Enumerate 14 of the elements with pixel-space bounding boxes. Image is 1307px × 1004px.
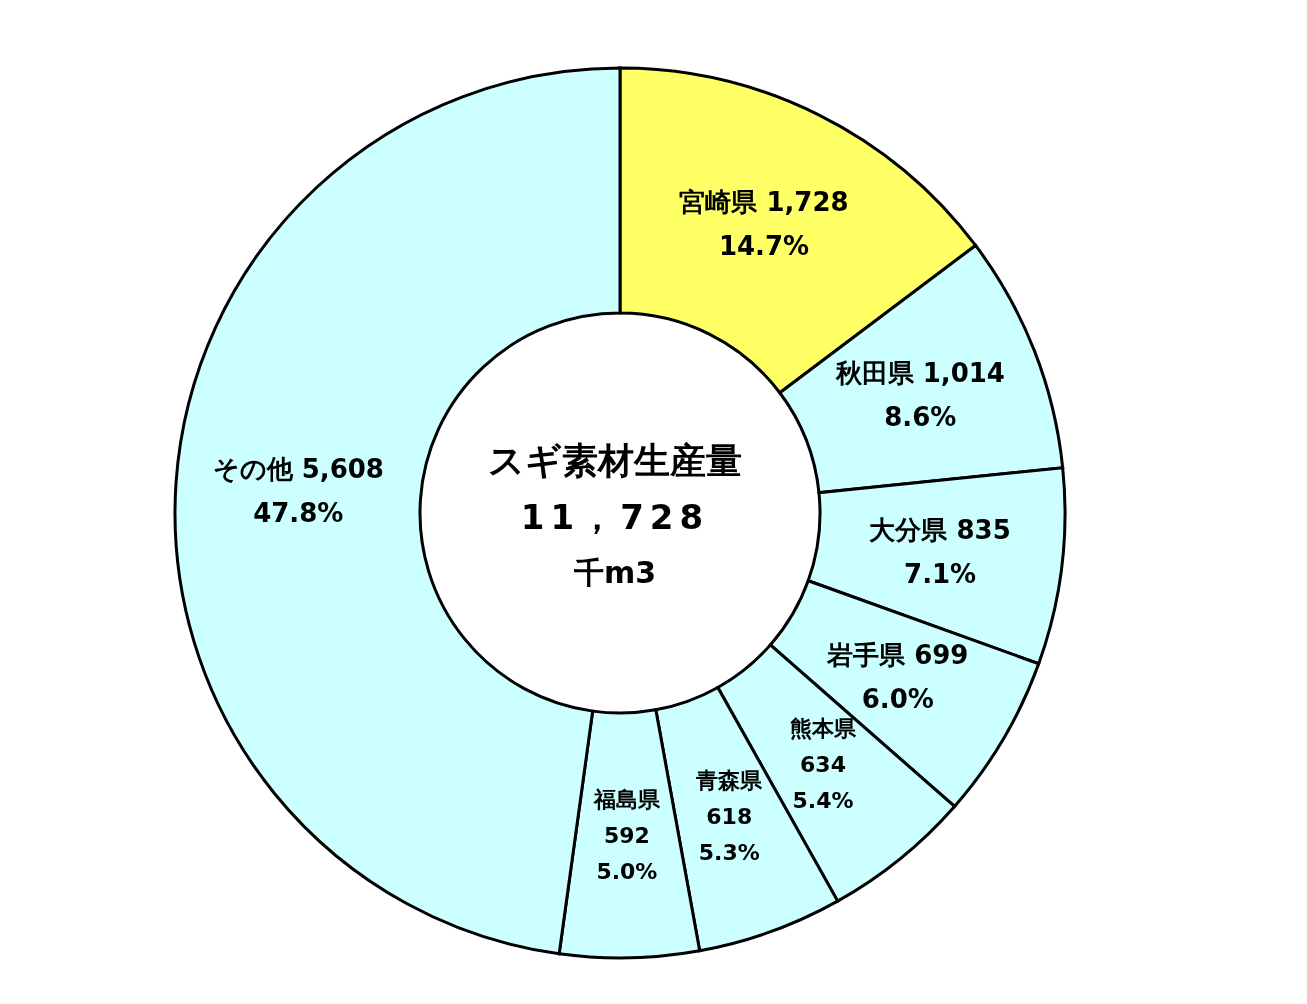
slice-label: 岩手県 699 6.0% [826, 639, 969, 714]
slice-label: 大分県 835 7.1% [869, 515, 1011, 590]
text: スギ素材生産量 [487, 439, 743, 483]
slice-label: 宮崎県 1,728 14.7% [679, 187, 849, 262]
slice-label: 熊本県 [790, 715, 858, 741]
slice-label: 福島県 [592, 786, 661, 812]
data-label: 618 5.3% [698, 803, 760, 865]
data-label: 634 5.4% [792, 751, 854, 813]
slice-label: 青森県 [695, 767, 764, 793]
text: 11，728 [519, 496, 711, 539]
slice-label: その他 5,608 47.8% [212, 453, 384, 528]
slice-label: 秋田県 1,014 8.6% [834, 358, 1005, 433]
text: 千m3 [572, 554, 658, 592]
data-label: 592 5.0% [596, 822, 658, 884]
